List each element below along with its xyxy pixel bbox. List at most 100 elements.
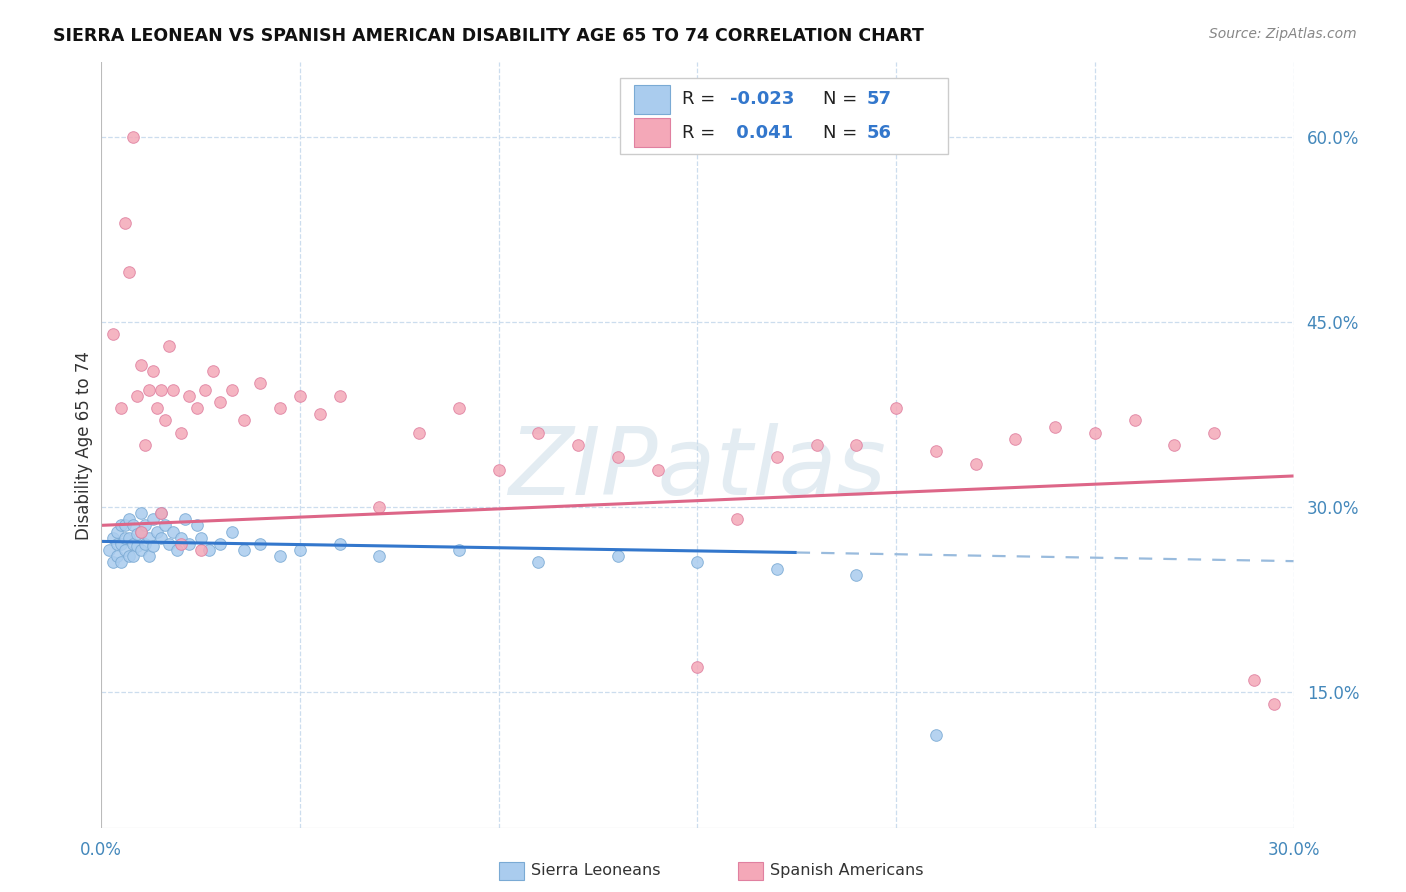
Point (149, 506, 172, 520)
Point (567, 438, 589, 452)
Point (105, 524, 128, 539)
Point (129, 524, 152, 539)
Text: N =: N = (823, 124, 862, 142)
Point (122, 549, 145, 564)
Point (101, 531, 124, 545)
Point (606, 450, 628, 465)
Point (149, 506, 172, 520)
Point (110, 401, 132, 415)
Point (142, 539, 165, 553)
Text: 0.041: 0.041 (730, 124, 793, 142)
Point (288, 389, 311, 403)
Point (177, 389, 200, 403)
Point (122, 129, 145, 144)
Point (269, 401, 291, 415)
Point (110, 555, 132, 569)
Point (134, 537, 156, 551)
Point (806, 438, 828, 452)
Point (1163, 438, 1185, 452)
Point (153, 518, 176, 533)
Point (134, 518, 156, 533)
Point (527, 425, 550, 440)
Text: -0.023: -0.023 (730, 90, 794, 108)
Point (125, 539, 148, 553)
Text: Sierra Leoneans: Sierra Leoneans (531, 863, 661, 878)
Point (177, 537, 200, 551)
FancyBboxPatch shape (634, 119, 669, 147)
Point (125, 527, 148, 541)
Point (269, 549, 291, 564)
Point (368, 549, 391, 564)
Point (1004, 432, 1026, 446)
Point (766, 450, 789, 465)
Point (105, 549, 128, 564)
Point (288, 543, 311, 558)
Text: N =: N = (823, 90, 862, 108)
Point (221, 524, 243, 539)
Point (209, 537, 232, 551)
Point (186, 518, 208, 533)
Point (233, 543, 256, 558)
Point (845, 567, 868, 582)
Point (766, 561, 789, 575)
Point (146, 524, 169, 539)
Point (162, 524, 184, 539)
Point (138, 531, 160, 545)
Point (149, 531, 172, 545)
Point (686, 660, 709, 674)
Point (114, 518, 136, 533)
Text: Source: ZipAtlas.com: Source: ZipAtlas.com (1209, 27, 1357, 41)
Point (173, 512, 195, 526)
Point (129, 524, 152, 539)
Text: 56: 56 (866, 124, 891, 142)
Point (157, 537, 180, 551)
Point (527, 555, 550, 569)
Point (98, 543, 121, 558)
Point (925, 444, 948, 458)
Point (170, 425, 193, 440)
Point (142, 364, 165, 378)
Point (129, 506, 152, 520)
Point (166, 543, 188, 558)
Point (190, 531, 212, 545)
Point (221, 383, 243, 397)
Text: ZIPatlas: ZIPatlas (509, 423, 886, 514)
Point (118, 531, 141, 545)
Point (157, 339, 180, 353)
Point (118, 265, 141, 279)
Point (114, 543, 136, 558)
Point (170, 531, 193, 545)
Point (134, 438, 156, 452)
Point (101, 326, 124, 341)
Point (190, 543, 212, 558)
Text: R =: R = (682, 90, 721, 108)
Point (884, 401, 907, 415)
Point (149, 383, 172, 397)
Point (368, 500, 391, 514)
Point (129, 358, 152, 372)
Point (170, 537, 193, 551)
Point (110, 518, 132, 533)
Point (186, 401, 208, 415)
Point (965, 457, 987, 471)
Point (114, 216, 136, 230)
Point (447, 401, 470, 415)
Point (308, 407, 330, 421)
Point (249, 376, 271, 391)
Point (1263, 698, 1285, 712)
Point (122, 518, 145, 533)
Point (725, 512, 748, 526)
Point (209, 395, 232, 409)
Point (122, 537, 145, 551)
Point (129, 543, 152, 558)
Point (329, 537, 352, 551)
Point (197, 543, 219, 558)
Point (1123, 413, 1146, 427)
Text: R =: R = (682, 124, 721, 142)
Point (118, 549, 141, 564)
FancyBboxPatch shape (634, 85, 669, 113)
Point (329, 389, 352, 403)
Text: 57: 57 (866, 90, 891, 108)
Point (233, 413, 256, 427)
Text: SIERRA LEONEAN VS SPANISH AMERICAN DISABILITY AGE 65 TO 74 CORRELATION CHART: SIERRA LEONEAN VS SPANISH AMERICAN DISAB… (53, 27, 924, 45)
